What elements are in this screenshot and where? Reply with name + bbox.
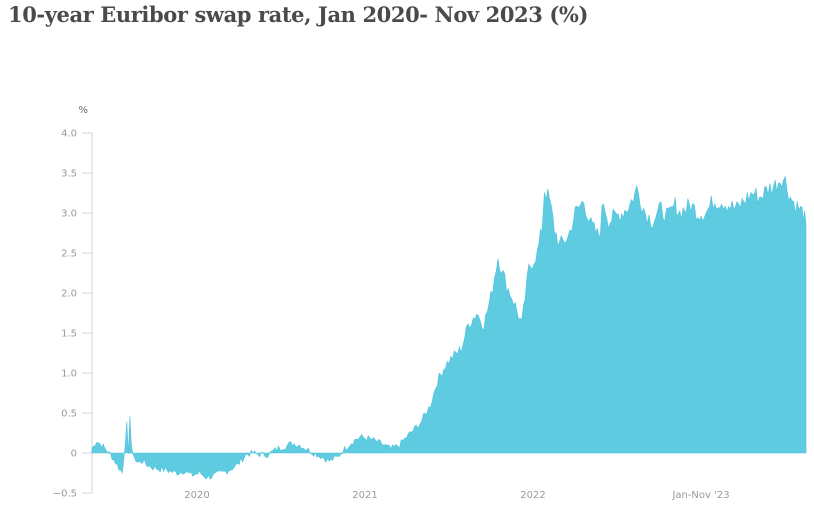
x-tick-group: 2020 2021 2022 Jan-Nov '23 [184, 490, 729, 501]
x-tick-label: 2021 [352, 490, 377, 501]
y-tick-label: 1.5 [61, 329, 77, 340]
y-tick-label: 0.5 [61, 409, 77, 420]
y-axis-unit-label: % [78, 105, 88, 116]
chart-title: 10-year Euribor swap rate, Jan 2020- Nov… [8, 2, 589, 27]
y-tick-label: 3.5 [61, 169, 77, 180]
y-tick-label: 2.0 [61, 289, 77, 300]
y-tick-label: 2.5 [61, 249, 77, 260]
rate-area [91, 175, 807, 480]
y-tick-label: 0 [71, 449, 77, 460]
y-axis: 4.0 3.5 3.0 2.5 2.0 1.5 1.0 0.5 0 −0.5 % [53, 105, 93, 500]
y-tick-label: 3.0 [61, 209, 77, 220]
y-tick-label: 1.0 [61, 369, 77, 380]
x-tick-label: 2022 [520, 490, 545, 501]
x-tick-label: 2020 [184, 490, 209, 501]
y-tick-label: −0.5 [53, 489, 77, 500]
y-tick-group: 4.0 3.5 3.0 2.5 2.0 1.5 1.0 0.5 0 −0.5 [53, 129, 92, 500]
x-tick-label: Jan-Nov '23 [671, 490, 729, 501]
y-tick-label: 4.0 [61, 129, 77, 140]
